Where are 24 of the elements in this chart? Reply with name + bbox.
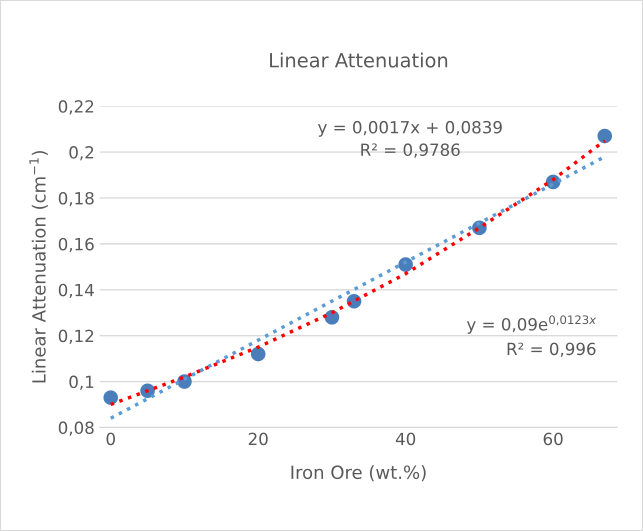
y-tick-label: 0,18	[58, 192, 94, 206]
x-axis-title: Iron Ore (wt.%)	[292, 465, 426, 482]
y-tick-label: 0,08	[58, 421, 94, 436]
point	[103, 390, 118, 405]
x-tick-label: 40	[396, 432, 416, 446]
annotation: R² = 0,9786	[361, 143, 460, 158]
point	[398, 257, 413, 272]
y-tick-label: 0,2	[69, 146, 94, 160]
annotation: R² = 0,996	[508, 342, 596, 357]
x-tick-label: 60	[544, 432, 563, 446]
y-axis-title: Linear Attenuation (cm$^{−1}$)	[29, 151, 48, 382]
x-tick-label: 0	[106, 432, 115, 446]
y-tick-label: 0,12	[58, 330, 94, 344]
annotation: y = 0,0017x + 0,0839	[318, 120, 502, 137]
y-tick-label: 0,14	[58, 284, 94, 298]
point	[324, 310, 340, 325]
point	[250, 346, 266, 362]
y-tick-label: 0,16	[58, 238, 94, 252]
y-tick-label: 0,22	[58, 100, 94, 114]
chart-title: Linear Attenuation	[270, 52, 448, 68]
point	[597, 128, 612, 144]
annotation: y = 0,09e$^{0,0123x}$	[466, 315, 596, 334]
y-tick-label: 0,1	[69, 376, 94, 390]
x-tick-label: 20	[248, 432, 268, 446]
